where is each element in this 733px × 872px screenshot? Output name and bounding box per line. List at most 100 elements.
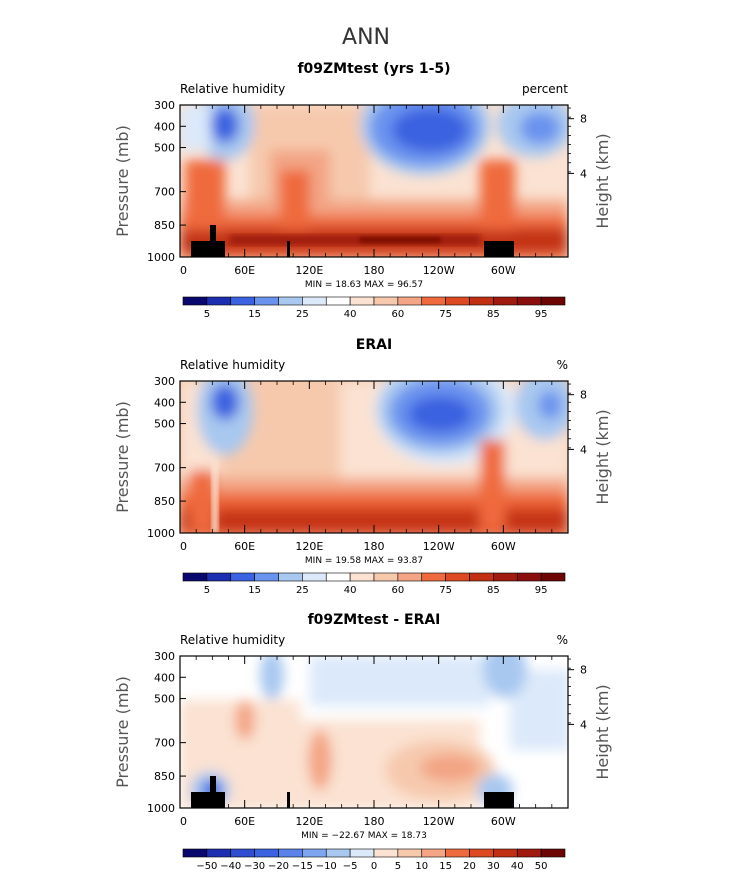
colorbar-swatch: [373, 572, 399, 582]
colorbar-label: 50: [535, 861, 548, 872]
colorbar-label: −5: [343, 861, 358, 872]
colorbar: 5 15 25 40 60 75 85 95: [182, 572, 566, 596]
colorbar-swatch: [278, 572, 303, 582]
x-tick-label: 0: [180, 540, 187, 553]
panel-title: f09ZMtest (yrs 1-5): [297, 61, 450, 77]
colorbar-label: 85: [487, 585, 500, 596]
colorbar-swatch: [445, 296, 470, 306]
x-tick-label: 120W: [423, 264, 455, 277]
land-mask: [191, 225, 514, 257]
colorbar-swatch: [493, 296, 518, 306]
y-tick-label: 850: [154, 219, 175, 232]
colorbar-label: 25: [296, 585, 309, 596]
y2-tick-label: 4: [580, 167, 587, 180]
x-tick-label: 120W: [423, 815, 455, 828]
colorbar-label: 95: [535, 585, 548, 596]
colorbar-swatch: [540, 848, 566, 858]
colorbar-swatch: [254, 296, 279, 306]
colorbar-swatch: [421, 572, 446, 582]
colorbar-swatch: [302, 296, 327, 306]
colorbar-swatch: [445, 848, 470, 858]
colorbar-label: 60: [392, 585, 405, 596]
colorbar-label: 10: [415, 861, 428, 872]
x-tick-label: 180: [364, 540, 385, 553]
colorbar-swatch: [516, 848, 542, 858]
colorbar-swatch: [373, 848, 399, 858]
colorbar-swatch: [421, 848, 446, 858]
colorbar-swatch: [182, 296, 208, 306]
colorbar-label: 15: [248, 309, 261, 320]
y2-axis-title: Height (km): [593, 133, 612, 228]
y-axis-title: Pressure (mb): [113, 401, 132, 513]
colorbar-swatch: [182, 572, 208, 582]
colorbar-swatch: [230, 848, 255, 858]
colorbar-swatch: [206, 848, 232, 858]
colorbar-swatch: [397, 572, 423, 582]
min-max-label: MIN = 19.58 MAX = 93.87: [305, 556, 423, 566]
colorbar-swatch: [302, 848, 327, 858]
left-label: Relative humidity: [180, 82, 285, 96]
colorbar-label: −40: [220, 861, 241, 872]
colorbar-swatch: [469, 296, 494, 306]
min-max-label: MIN = 18.63 MAX = 96.57: [305, 280, 423, 290]
colorbar-label: 60: [392, 309, 405, 320]
colorbar-label: −10: [316, 861, 337, 872]
colorbar-swatch: [182, 848, 208, 858]
colorbar-swatch: [230, 572, 255, 582]
left-label: Relative humidity: [180, 633, 285, 647]
axes-panel-2: 0 60E 120E 180 120W 60W 300 400 500 700 850 1000 8 4 P…: [113, 375, 612, 596]
colorbar-label: 75: [439, 309, 452, 320]
y2-tick-label: 4: [580, 443, 587, 456]
colorbar-label: 85: [487, 309, 500, 320]
colorbar-swatch: [421, 296, 446, 306]
y2-axis-title: Height (km): [593, 684, 612, 779]
units-label: percent: [522, 82, 568, 96]
panel-title: f09ZMtest - ERAI: [308, 612, 441, 628]
colorbar-swatch: [349, 296, 375, 306]
colorbar-swatch: [325, 296, 351, 306]
panel-2: ERAI Relative humidity %: [179, 337, 569, 534]
colorbar-swatch: [540, 572, 566, 582]
colorbar-label: 15: [439, 861, 452, 872]
colorbar-swatch: [540, 296, 566, 306]
y-tick-label: 500: [154, 142, 175, 155]
colorbar-label: 40: [344, 585, 357, 596]
y-tick-label: 400: [154, 396, 175, 409]
colorbar-label: 75: [439, 585, 452, 596]
colorbar-label: 0: [371, 861, 377, 872]
colorbar-swatch: [397, 296, 423, 306]
min-max-label: MIN = −22.67 MAX = 18.73: [301, 831, 427, 841]
colorbar-swatch: [254, 572, 279, 582]
colorbar-label: 5: [204, 585, 210, 596]
y-axis-title: Pressure (mb): [113, 676, 132, 788]
y-tick-label: 850: [154, 770, 175, 783]
colorbar-swatch: [493, 572, 518, 582]
y-tick-label: 300: [154, 99, 175, 112]
y-tick-label: 700: [154, 186, 175, 199]
colorbar-swatch: [349, 848, 375, 858]
x-tick-label: 60W: [491, 264, 516, 277]
x-tick-label: 0: [180, 264, 187, 277]
y-tick-label: 500: [154, 693, 175, 706]
colorbar-swatch: [230, 296, 255, 306]
units-label: %: [557, 358, 568, 372]
y-axis-title: Pressure (mb): [113, 125, 132, 237]
contour-field: [180, 105, 568, 257]
colorbar-swatch: [516, 572, 542, 582]
colorbar-label: 95: [535, 309, 548, 320]
colorbar-label: 40: [511, 861, 524, 872]
y-tick-label: 1000: [147, 527, 175, 540]
colorbar-label: 20: [463, 861, 476, 872]
colorbar-label: 15: [248, 585, 261, 596]
colorbar-swatch: [493, 848, 518, 858]
y-tick-label: 400: [154, 120, 175, 133]
colorbar-swatch: [445, 572, 470, 582]
x-tick-label: 60E: [234, 264, 255, 277]
colorbar-swatch: [278, 296, 303, 306]
panel-1: f09ZMtest (yrs 1-5) Relative humidity pe…: [179, 61, 569, 258]
colorbar-label: −15: [292, 861, 313, 872]
colorbar-label: 30: [487, 861, 500, 872]
y-tick-label: 1000: [147, 251, 175, 264]
y2-tick-label: 8: [580, 113, 587, 126]
